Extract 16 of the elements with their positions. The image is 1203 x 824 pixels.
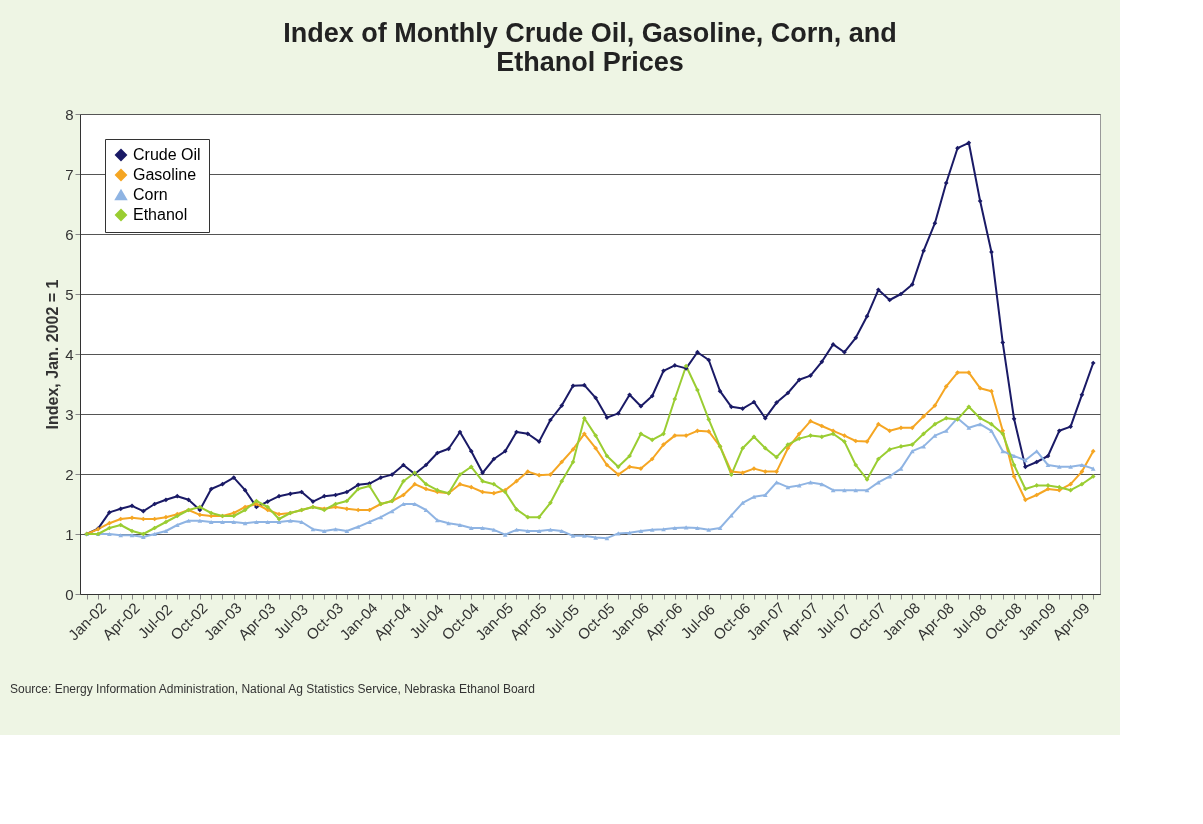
chart-title: Index of Monthly Crude Oil, Gasoline, Corn, and Ethanol Prices: [283, 18, 897, 77]
y-tick-label: 6: [65, 225, 74, 243]
y-tick-label: 4: [65, 345, 74, 363]
legend-label: Ethanol: [133, 206, 188, 223]
y-tick-label: 8: [65, 105, 74, 123]
source-note: Source: Energy Information Administration, National Ag Statistics Service, Nebraska Ethanol Board: [10, 682, 535, 696]
y-tick-label: 0: [65, 585, 74, 603]
y-tick-label: 5: [65, 285, 74, 303]
y-axis-title: Index, Jan. 2002 = 1: [44, 279, 62, 430]
y-tick-label: 2: [65, 465, 74, 483]
legend-label: Crude Oil: [133, 146, 201, 163]
legend-label: Gasoline: [133, 166, 197, 183]
y-tick-label: 7: [65, 165, 74, 183]
legend-label: Corn: [133, 186, 168, 203]
y-tick-label: 3: [65, 405, 74, 423]
y-tick-label: 1: [65, 525, 74, 543]
